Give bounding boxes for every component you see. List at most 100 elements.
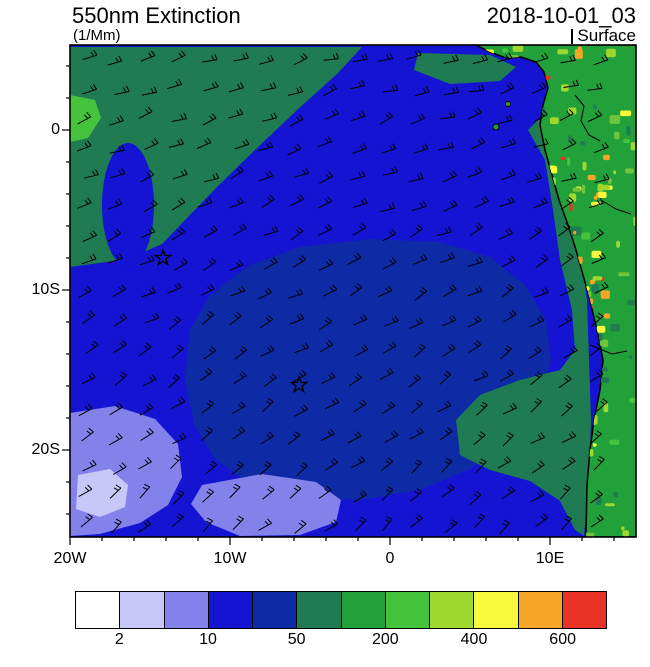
wind-barb: [287, 143, 302, 156]
wind-barb: [203, 257, 217, 271]
wind-barb: [109, 115, 124, 126]
terrain-speckle: [567, 157, 571, 167]
wind-barb: [228, 82, 244, 93]
wind-barb: [414, 86, 430, 97]
colorbar-cell-0: [75, 591, 121, 629]
wind-barb: [231, 401, 246, 415]
terrain-speckle: [616, 240, 621, 248]
wind-barb: [171, 50, 186, 63]
wind-barb: [413, 143, 429, 154]
wind-barb: [167, 282, 182, 294]
map-layers: [70, 45, 636, 537]
wind-barb: [590, 490, 603, 504]
wind-barb: [82, 230, 97, 242]
wind-barb: [290, 227, 304, 241]
colorbar-cell-9: [473, 591, 519, 629]
terrain-speckle: [621, 526, 625, 531]
wind-barb: [294, 519, 307, 534]
wind-barb: [259, 315, 274, 329]
x-axis-label: 10W: [213, 550, 247, 567]
wind-barb: [174, 258, 188, 271]
contour-region-5: [76, 469, 128, 517]
wind-barb: [560, 196, 574, 210]
wind-barb: [114, 371, 128, 386]
terrain-speckle: [567, 135, 573, 143]
wind-barb: [533, 52, 549, 63]
wind-barb: [411, 459, 423, 474]
wind-barb: [289, 114, 304, 127]
station-marker: [289, 375, 309, 394]
wind-barb: [531, 460, 545, 474]
wind-barb: [138, 457, 152, 470]
colorbar-cell-5: [296, 591, 342, 629]
wind-barb: [202, 54, 218, 63]
colorbar-tick-label: 50: [287, 631, 306, 648]
colorbar-tick-label: 600: [549, 631, 577, 648]
wind-barb: [260, 431, 274, 445]
wind-barb: [560, 484, 571, 500]
wind-barb: [229, 197, 244, 209]
wind-barb: [202, 517, 213, 533]
africa-landmass: [475, 45, 636, 537]
wind-barb: [319, 171, 334, 184]
terrain-speckle: [623, 139, 631, 143]
wind-barb: [293, 53, 308, 66]
x-axis-label: 0: [385, 550, 395, 567]
wind-barb: [467, 315, 482, 328]
wind-barb: [499, 196, 515, 207]
wind-barb: [354, 344, 369, 357]
wind-barb: [171, 513, 184, 528]
wind-barb: [409, 488, 423, 502]
colorbar-cell-2: [163, 591, 209, 629]
wind-barb: [500, 82, 515, 95]
wind-barb: [323, 83, 337, 97]
wind-barb: [296, 462, 308, 477]
wind-barb: [168, 316, 182, 330]
wind-barb: [112, 462, 127, 475]
contour-region-1: [102, 143, 154, 267]
wind-barb: [201, 310, 215, 325]
terrain-speckle: [561, 84, 569, 92]
terrain-speckle: [569, 193, 577, 202]
wind-barb: [139, 403, 154, 416]
plot-frame: [69, 44, 637, 538]
colorbar-tick-label: 400: [460, 631, 488, 648]
wind-barb: [78, 484, 93, 498]
wind-barb: [380, 202, 396, 213]
y-axis-label: 0: [51, 121, 60, 138]
wind-barb: [590, 514, 604, 528]
wind-barb: [287, 431, 301, 445]
wind-barb: [171, 227, 186, 241]
terrain-speckle: [626, 126, 631, 136]
terrain-speckle: [593, 105, 597, 110]
terrain-speckle: [593, 195, 598, 200]
wind-barb: [589, 343, 602, 357]
wind-barb: [81, 427, 94, 442]
wind-barb: [167, 79, 183, 90]
wind-barb: [171, 396, 186, 409]
wind-barb: [530, 398, 542, 413]
wind-barb: [263, 257, 278, 270]
wind-barb: [258, 518, 272, 531]
wind-barb: [467, 107, 482, 120]
wind-barb: [533, 138, 549, 148]
wind-barb: [532, 82, 547, 94]
wind-barb: [352, 143, 367, 154]
wind-barb: [469, 84, 485, 93]
wind-barb: [200, 284, 215, 297]
wind-barb: [409, 427, 424, 440]
terrain-speckle: [591, 250, 602, 258]
wind-barb: [502, 432, 514, 447]
wind-barb: [257, 141, 274, 151]
terrain-speckle: [512, 45, 524, 52]
units-label: (1/Mm): [73, 27, 121, 44]
wind-barb: [530, 432, 545, 444]
wind-barb: [318, 258, 334, 271]
wind-barb: [110, 168, 126, 179]
wind-barb: [502, 402, 518, 415]
y-axis-label: 20S: [31, 441, 60, 458]
wind-barb: [320, 428, 335, 441]
terrain-speckle: [544, 75, 551, 80]
level-tick-mark: [571, 28, 574, 44]
wind-barb: [318, 224, 333, 236]
